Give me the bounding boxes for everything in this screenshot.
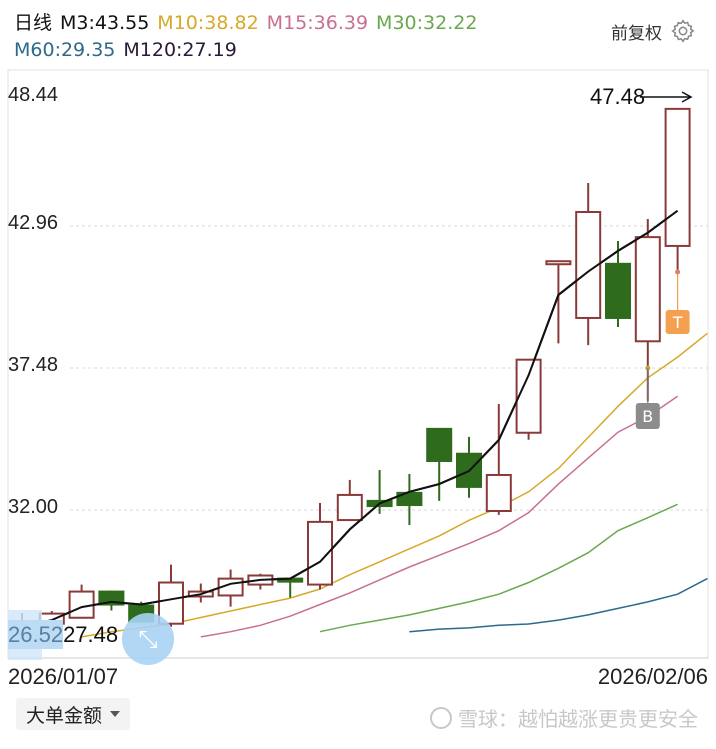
- min-price-annotation: 26.5227.48: [8, 620, 119, 649]
- y-tick-42-96: 42.96: [8, 212, 59, 234]
- plot-frame: [7, 69, 709, 659]
- ma-line-m3-top: [21, 209, 679, 628]
- ma-line-m10: [81, 332, 708, 638]
- expand-arrows-icon: ⤡: [138, 625, 158, 653]
- t-marker-text: T: [672, 313, 683, 332]
- y-tick-48-44: 48.44: [8, 84, 59, 106]
- ma120-label: M120:27.19: [123, 39, 237, 61]
- ma-line-m15: [200, 395, 679, 638]
- candle-body[interactable]: [336, 493, 363, 522]
- max-price-annotation: 47.48: [590, 84, 645, 110]
- ma30-label: M30:32.22: [376, 12, 478, 34]
- indicator-dropdown-label: 大单金额: [26, 704, 103, 727]
- candle-body[interactable]: [426, 427, 453, 462]
- candle-body[interactable]: [634, 236, 661, 343]
- t-marker-dot: [675, 269, 681, 275]
- caret-down-icon: [110, 711, 121, 717]
- indicator-dropdown[interactable]: 大单金额: [16, 698, 131, 730]
- xueqiu-logo-icon: [430, 706, 452, 729]
- candle-body[interactable]: [605, 262, 631, 319]
- x-start-date: 2026/01/07: [8, 664, 119, 689]
- candle-body[interactable]: [545, 260, 572, 266]
- period-label[interactable]: 日线: [14, 12, 53, 34]
- ma-legend: 日线 M3:43.55 M10:38.82 M15:36.39 M30:32.22 M6…: [14, 10, 485, 64]
- ma-line-m60: [409, 577, 708, 633]
- candle-body[interactable]: [515, 358, 542, 434]
- adjust-label[interactable]: 前复权: [611, 23, 662, 44]
- y-tick-37-48: 37.48: [8, 354, 59, 376]
- ma-line-m30: [319, 503, 678, 633]
- y-tick-32-00: 32.00: [8, 496, 59, 518]
- candle-body[interactable]: [68, 590, 95, 619]
- y-min-label: 26.52: [8, 620, 64, 649]
- ma15-label: M15:36.39: [266, 12, 369, 34]
- ma10-label: M10:38.82: [157, 12, 259, 34]
- x-end-date: 2026/02/06: [597, 664, 708, 689]
- b-marker[interactable]: [635, 403, 660, 429]
- min-price-label: 27.48: [63, 622, 119, 647]
- ma60-label: M60:29.35: [14, 39, 116, 61]
- gear-icon[interactable]: [670, 18, 696, 44]
- max-price-label: 47.48: [590, 84, 646, 109]
- candle-body[interactable]: [664, 107, 691, 247]
- adjust-setting[interactable]: 前复权: [611, 18, 696, 44]
- watermark: 雪球：越怕越涨更贵更安全: [430, 703, 698, 732]
- candle-body[interactable]: [98, 590, 125, 606]
- watermark-text: 雪球：越怕越涨更贵更安全: [458, 707, 698, 731]
- b-marker-text: B: [642, 407, 653, 426]
- t-marker[interactable]: [665, 310, 690, 334]
- arrow-head-icon: [681, 91, 693, 103]
- ma3-label: M3:43.55: [60, 12, 150, 34]
- candle-body[interactable]: [485, 473, 512, 512]
- expand-chart-button[interactable]: ⤡: [122, 613, 174, 665]
